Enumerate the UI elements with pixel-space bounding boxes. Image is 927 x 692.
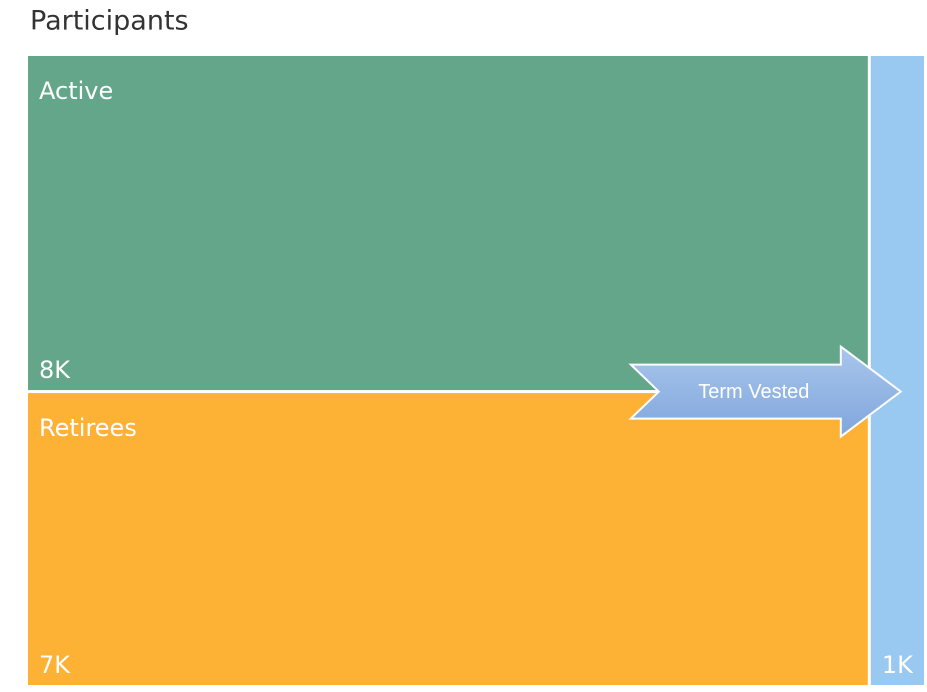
treemap-tile: [28, 393, 868, 685]
tile-value-label: 8K: [39, 356, 71, 384]
tile-label: Active: [39, 77, 113, 105]
treemap-tile: [28, 56, 868, 391]
chart-title: Participants: [30, 6, 189, 37]
annotation-arrow: Term Vested: [628, 344, 903, 439]
treemap-tile: [870, 56, 924, 685]
tile-value-label: 7K: [39, 651, 71, 679]
tile-label: Retirees: [39, 414, 137, 442]
arrow-shape: [628, 344, 903, 439]
tile-value-label: 1K: [882, 651, 914, 679]
arrow-label: Term Vested: [698, 381, 809, 403]
